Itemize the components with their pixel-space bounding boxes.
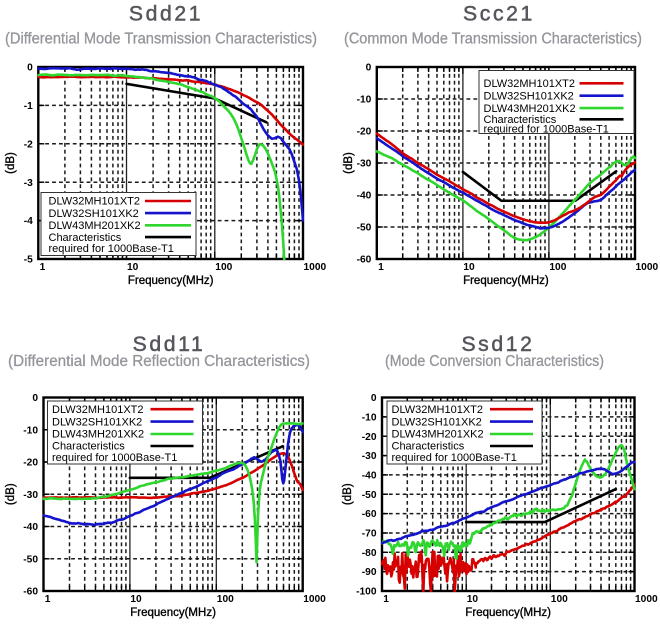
svg-text:10: 10	[467, 594, 479, 605]
svg-text:(dB): (dB)	[342, 483, 354, 505]
svg-text:-40: -40	[23, 522, 38, 533]
svg-text:DLW32SH101XK2: DLW32SH101XK2	[52, 416, 142, 428]
svg-text:1: 1	[383, 594, 389, 605]
svg-text:(dB): (dB)	[5, 483, 17, 505]
svg-text:-40: -40	[362, 471, 377, 482]
svg-text:DLW32MH101XT2: DLW32MH101XT2	[392, 404, 484, 416]
svg-text:-20: -20	[362, 432, 377, 443]
svg-text:Frequency(MHz): Frequency(MHz)	[130, 607, 216, 619]
svg-text:100: 100	[215, 262, 232, 273]
svg-text:DLW32SH101XK2: DLW32SH101XK2	[49, 208, 139, 220]
svg-text:-20: -20	[357, 127, 372, 138]
svg-text:(dB): (dB)	[343, 152, 355, 174]
svg-text:DLW43MH201XK2: DLW43MH201XK2	[49, 220, 141, 232]
svg-text:DLW32SH101XK2: DLW32SH101XK2	[392, 416, 482, 428]
svg-text:(dB): (dB)	[5, 152, 17, 174]
svg-text:Frequency(MHz): Frequency(MHz)	[463, 275, 549, 287]
svg-text:1000: 1000	[303, 594, 326, 605]
svg-text:0: 0	[32, 393, 38, 404]
svg-text:1: 1	[40, 262, 46, 273]
svg-text:-2: -2	[24, 139, 33, 150]
svg-text:-60: -60	[357, 255, 372, 266]
svg-text:-3: -3	[24, 178, 33, 189]
svg-text:-10: -10	[23, 425, 38, 436]
svg-text:10: 10	[127, 262, 139, 273]
svg-text:-10: -10	[357, 95, 372, 106]
svg-text:0: 0	[366, 63, 372, 74]
svg-text:Sdd21: Sdd21	[129, 2, 203, 25]
svg-text:DLW43MH201XK2: DLW43MH201XK2	[52, 429, 144, 441]
svg-text:-80: -80	[362, 548, 377, 559]
svg-text:-30: -30	[23, 490, 38, 501]
svg-text:-30: -30	[362, 451, 377, 462]
svg-text:Sdd11: Sdd11	[133, 333, 206, 356]
svg-text:-5: -5	[24, 255, 33, 266]
svg-text:Characteristics: Characteristics	[484, 114, 557, 126]
svg-text:100: 100	[551, 594, 568, 605]
svg-text:-60: -60	[362, 509, 377, 520]
svg-text:-90: -90	[362, 567, 377, 578]
svg-text:(Differential Mode Reflection: (Differential Mode Reflection Characteri…	[8, 353, 310, 370]
svg-text:DLW32MH101XT2: DLW32MH101XT2	[484, 78, 576, 90]
svg-text:-40: -40	[357, 191, 372, 202]
svg-text:Scc21: Scc21	[463, 2, 535, 25]
svg-text:required for 1000Base-T1: required for 1000Base-T1	[392, 452, 517, 464]
svg-text:-50: -50	[23, 554, 38, 565]
svg-text:-50: -50	[357, 223, 372, 234]
svg-text:0: 0	[27, 63, 33, 74]
svg-text:required for 1000Base-T1: required for 1000Base-T1	[52, 452, 177, 464]
svg-text:required for 1000Base-T1: required for 1000Base-T1	[49, 243, 174, 255]
svg-text:-60: -60	[23, 587, 38, 598]
svg-text:DLW32MH101XT2: DLW32MH101XT2	[49, 196, 141, 208]
svg-text:100: 100	[217, 594, 234, 605]
svg-text:100: 100	[549, 262, 566, 273]
svg-text:-1: -1	[24, 101, 33, 112]
svg-text:1000: 1000	[304, 262, 327, 273]
svg-text:0: 0	[371, 393, 377, 404]
svg-text:Characteristics: Characteristics	[392, 441, 465, 453]
svg-text:(Differential Mode Transmissio: (Differential Mode Transmission Characte…	[5, 31, 317, 48]
svg-text:-20: -20	[23, 458, 38, 469]
svg-text:1: 1	[45, 594, 51, 605]
svg-text:Frequency(MHz): Frequency(MHz)	[465, 607, 551, 619]
svg-text:(Mode Conversion Characteristi: (Mode Conversion Characteristics)	[385, 353, 604, 370]
svg-text:10: 10	[463, 262, 475, 273]
svg-text:Characteristics: Characteristics	[49, 232, 122, 244]
svg-text:DLW43MH201XK2: DLW43MH201XK2	[484, 103, 576, 115]
svg-text:Ssd12: Ssd12	[461, 333, 534, 356]
svg-text:1: 1	[378, 262, 384, 273]
svg-text:Frequency(MHz): Frequency(MHz)	[128, 275, 214, 287]
svg-text:-10: -10	[362, 413, 377, 424]
svg-text:Characteristics: Characteristics	[52, 441, 125, 453]
svg-text:1000: 1000	[635, 594, 658, 605]
svg-text:1000: 1000	[636, 262, 659, 273]
svg-text:10: 10	[130, 594, 142, 605]
svg-text:required for 1000Base-T1: required for 1000Base-T1	[484, 124, 609, 136]
svg-text:DLW32MH101XT2: DLW32MH101XT2	[52, 404, 144, 416]
svg-text:-50: -50	[362, 490, 377, 501]
svg-text:DLW43MH201XK2: DLW43MH201XK2	[392, 429, 484, 441]
svg-text:-4: -4	[24, 216, 33, 227]
svg-text:-30: -30	[357, 159, 372, 170]
svg-text:-70: -70	[362, 529, 377, 540]
svg-text:(Common Mode Transmission Char: (Common Mode Transmission Characteristic…	[344, 31, 642, 48]
svg-text:-100: -100	[356, 587, 377, 598]
svg-text:DLW32SH101XK2: DLW32SH101XK2	[484, 90, 574, 102]
